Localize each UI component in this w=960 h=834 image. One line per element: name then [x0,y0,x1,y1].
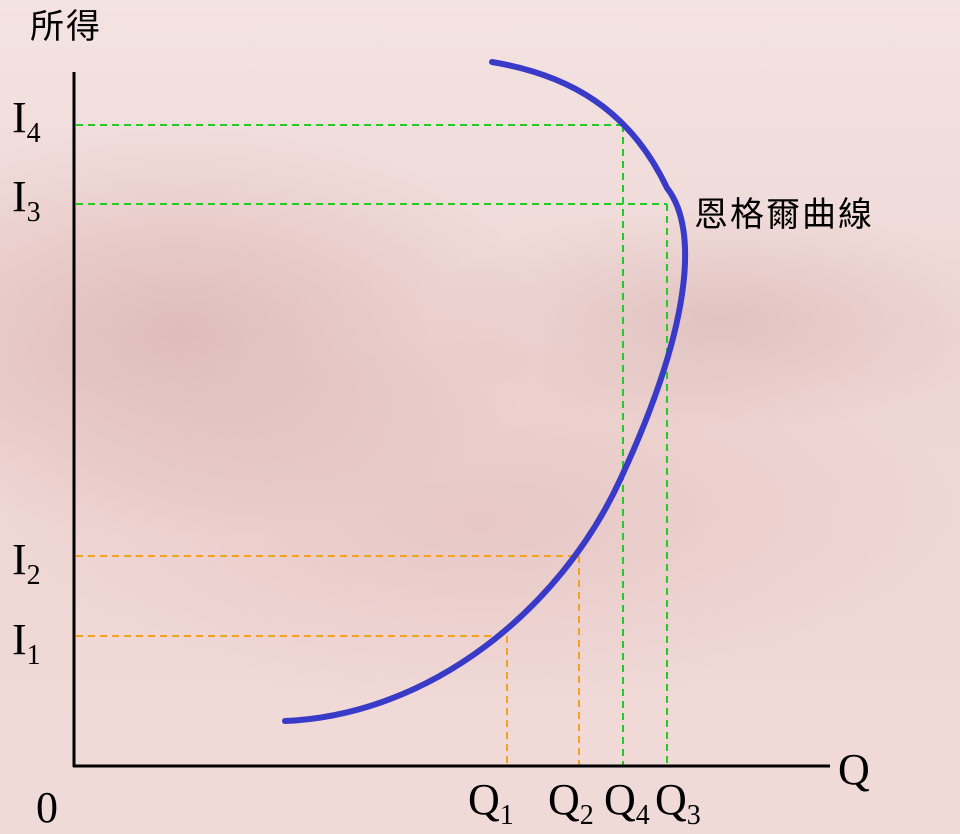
y-axis-label: 所得 [30,7,102,47]
income-label-i4: I4 [12,93,41,149]
income-label-i2: I2 [12,535,41,591]
quantity-label-q1: Q1 [468,775,514,831]
quantity-label-q3: Q3 [655,775,701,831]
income-label-i3: I3 [12,172,41,228]
x-axis-label: Q [838,745,870,794]
quantity-label-q4: Q4 [604,775,650,831]
income-label-i1: I1 [12,615,41,671]
engel-curve [282,59,689,724]
quantity-label-q2: Q2 [548,775,594,831]
engel-curve-label: 恩格爾曲線 [694,195,874,235]
origin-label: 0 [36,783,58,832]
